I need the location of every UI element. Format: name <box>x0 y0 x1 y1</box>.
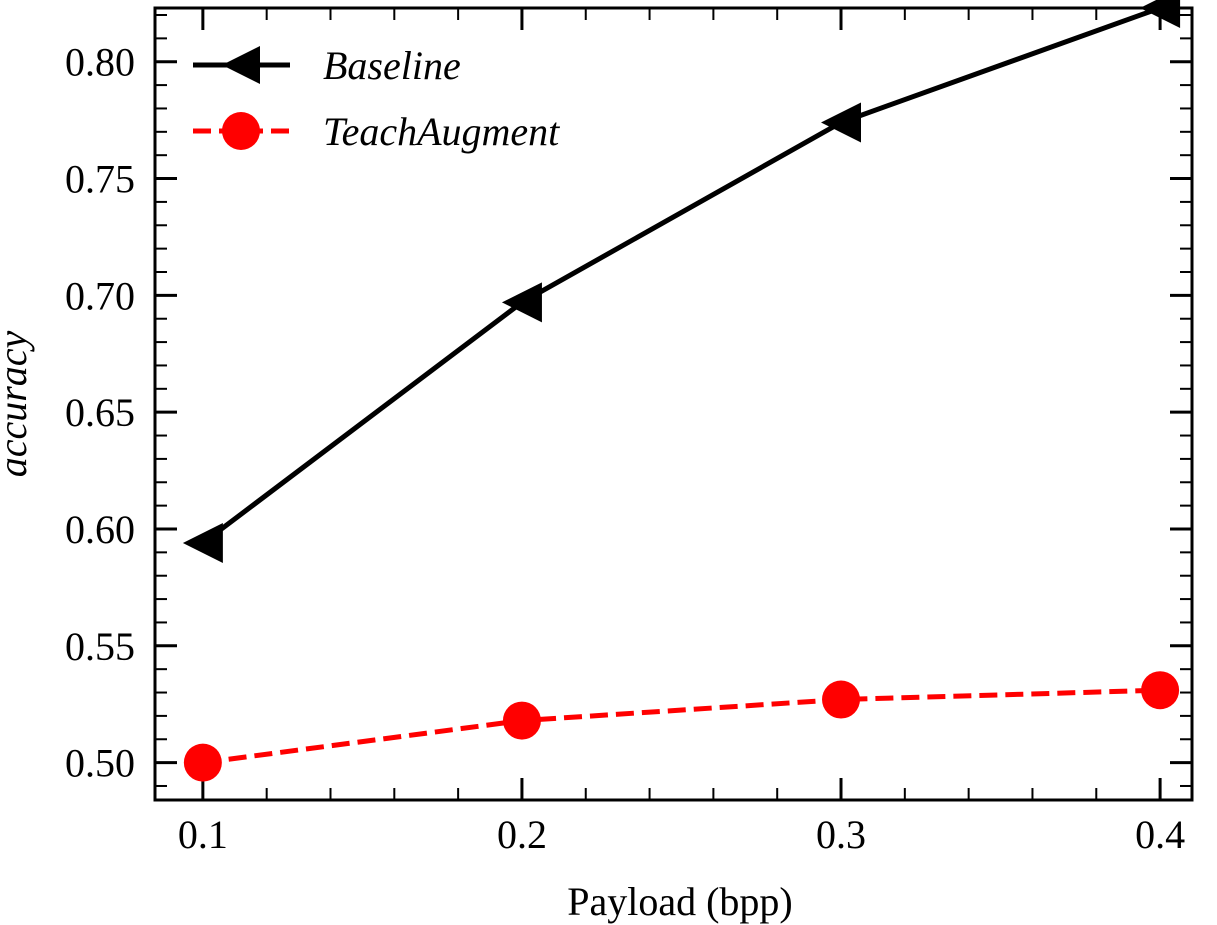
x-tick-label: 0.3 <box>816 812 866 857</box>
legend-marker-baseline <box>222 46 260 84</box>
series-line-baseline <box>201 5 1161 546</box>
y-axis-title: accuracy <box>0 330 35 477</box>
y-tick-label: 0.55 <box>65 624 135 669</box>
data-point-teachaugment <box>1141 671 1180 710</box>
series-line-teachaugment <box>202 687 1161 766</box>
y-tick-label: 0.70 <box>65 273 135 318</box>
series-lines <box>201 5 1161 766</box>
y-tick-label: 0.75 <box>65 157 135 202</box>
y-tick-label: 0.80 <box>65 40 135 85</box>
data-point-baseline <box>821 102 862 143</box>
data-point-teachaugment <box>502 701 541 740</box>
axis-ticks <box>155 8 1192 800</box>
x-tick-label: 0.2 <box>497 812 547 857</box>
x-tick-label: 0.4 <box>1135 812 1185 857</box>
data-point-baseline <box>182 523 223 564</box>
y-tick-label: 0.60 <box>65 507 135 552</box>
legend: Baseline TeachAugment <box>193 43 560 154</box>
legend-label-baseline: Baseline <box>323 43 461 88</box>
data-point-baseline <box>501 282 542 323</box>
tick-labels: 0.1 0.2 0.3 0.4 0.50 0.55 0.60 0.65 0.70 0.75 0.80 <box>65 40 1185 857</box>
legend-marker-teachaugment <box>222 112 260 150</box>
y-tick-label: 0.65 <box>65 390 135 435</box>
legend-label-teachaugment: TeachAugment <box>323 109 560 154</box>
data-point-teachaugment <box>183 743 222 782</box>
y-tick-label: 0.50 <box>65 741 135 786</box>
plot-frame <box>153 6 1194 802</box>
x-tick-label: 0.1 <box>178 812 228 857</box>
data-point-teachaugment <box>822 680 861 719</box>
x-axis-title: Payload (bpp) <box>567 879 793 924</box>
